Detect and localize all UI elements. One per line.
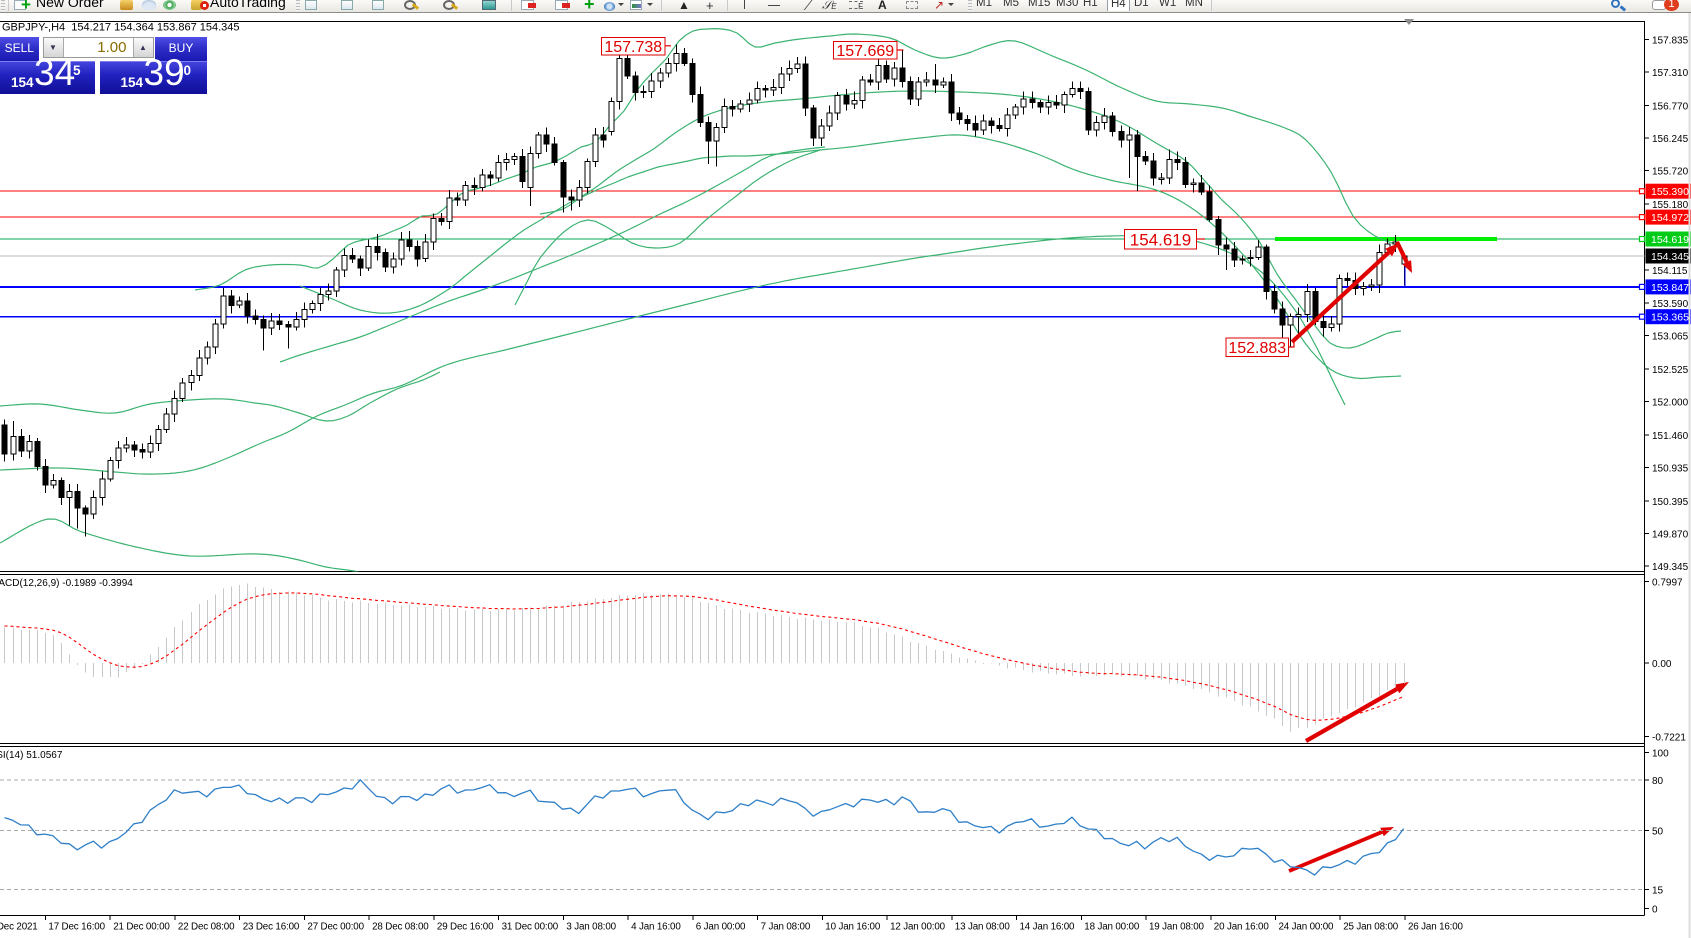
svg-text:155.390: 155.390 <box>1651 186 1689 198</box>
svg-text:15: 15 <box>1652 886 1664 897</box>
svg-text:18 Jan 00:00: 18 Jan 00:00 <box>1084 922 1140 933</box>
svg-text:152.000: 152.000 <box>1652 397 1689 408</box>
svg-text:155.720: 155.720 <box>1652 167 1689 178</box>
svg-text:157.669: 157.669 <box>836 43 894 60</box>
svg-text:14 Jan 16:00: 14 Jan 16:00 <box>1020 922 1076 933</box>
svg-text:154.972: 154.972 <box>1651 212 1689 224</box>
svg-text:157.738: 157.738 <box>604 39 662 56</box>
svg-text:31 Dec 00:00: 31 Dec 00:00 <box>502 922 559 933</box>
svg-text:24 Jan 00:00: 24 Jan 00:00 <box>1279 922 1335 933</box>
svg-text:28 Dec 08:00: 28 Dec 08:00 <box>372 922 429 933</box>
svg-text:22 Dec 08:00: 22 Dec 08:00 <box>178 922 235 933</box>
svg-text:23 Dec 16:00: 23 Dec 16:00 <box>243 922 300 933</box>
svg-text:20 Jan 16:00: 20 Jan 16:00 <box>1214 922 1270 933</box>
svg-text:153.365: 153.365 <box>1651 312 1689 324</box>
svg-text:156.770: 156.770 <box>1652 102 1689 113</box>
svg-text:6 Jan 00:00: 6 Jan 00:00 <box>696 922 746 933</box>
svg-text:16 Dec 2021: 16 Dec 2021 <box>0 922 38 933</box>
svg-text:153.847: 153.847 <box>1651 282 1689 294</box>
svg-text:153.590: 153.590 <box>1652 299 1689 310</box>
svg-text:7 Jan 08:00: 7 Jan 08:00 <box>761 922 811 933</box>
svg-text:GBPJPY-,H4 154.217 154.364 15: GBPJPY-,H4 154.217 154.364 153.867 154.3… <box>2 22 240 34</box>
svg-text:13 Jan 08:00: 13 Jan 08:00 <box>955 922 1011 933</box>
svg-text:157.310: 157.310 <box>1652 68 1689 79</box>
svg-text:151.460: 151.460 <box>1652 431 1689 442</box>
svg-text:153.065: 153.065 <box>1652 331 1689 342</box>
svg-text:80: 80 <box>1652 776 1664 787</box>
svg-text:4 Jan 16:00: 4 Jan 16:00 <box>631 922 681 933</box>
svg-text:0.7997: 0.7997 <box>1652 577 1683 588</box>
svg-text:0: 0 <box>1652 905 1658 916</box>
svg-text:26 Jan 16:00: 26 Jan 16:00 <box>1408 922 1464 933</box>
svg-text:154.115: 154.115 <box>1652 266 1688 277</box>
svg-text:12 Jan 00:00: 12 Jan 00:00 <box>890 922 946 933</box>
svg-text:50: 50 <box>1652 827 1664 838</box>
svg-text:MACD(12,26,9) -0.1989 -0.3994: MACD(12,26,9) -0.1989 -0.3994 <box>0 578 133 589</box>
svg-text:0.00: 0.00 <box>1652 659 1672 670</box>
svg-text:150.395: 150.395 <box>1652 497 1689 508</box>
svg-text:149.870: 149.870 <box>1652 529 1689 540</box>
svg-text:152.525: 152.525 <box>1652 365 1689 376</box>
svg-text:3 Jan 08:00: 3 Jan 08:00 <box>566 922 616 933</box>
svg-text:19 Jan 08:00: 19 Jan 08:00 <box>1149 922 1205 933</box>
svg-text:10 Jan 16:00: 10 Jan 16:00 <box>825 922 881 933</box>
svg-text:25 Jan 08:00: 25 Jan 08:00 <box>1343 922 1399 933</box>
svg-text:157.835: 157.835 <box>1652 36 1689 47</box>
svg-text:154.619: 154.619 <box>1651 234 1689 246</box>
svg-text:155.180: 155.180 <box>1652 200 1689 211</box>
svg-text:RSI(14) 51.0567: RSI(14) 51.0567 <box>0 750 63 761</box>
svg-text:-0.7221: -0.7221 <box>1652 733 1686 744</box>
svg-text:21 Dec 00:00: 21 Dec 00:00 <box>113 922 170 933</box>
svg-text:156.245: 156.245 <box>1652 134 1689 145</box>
svg-text:17 Dec 16:00: 17 Dec 16:00 <box>48 922 105 933</box>
svg-text:100: 100 <box>1652 749 1669 760</box>
svg-text:152.883: 152.883 <box>1228 340 1286 357</box>
svg-text:154.345: 154.345 <box>1651 251 1689 263</box>
svg-text:27 Dec 00:00: 27 Dec 00:00 <box>307 922 364 933</box>
svg-text:154.619: 154.619 <box>1130 230 1191 249</box>
svg-text:149.345: 149.345 <box>1652 562 1689 573</box>
svg-text:150.935: 150.935 <box>1652 463 1689 474</box>
svg-text:29 Dec 16:00: 29 Dec 16:00 <box>437 922 494 933</box>
